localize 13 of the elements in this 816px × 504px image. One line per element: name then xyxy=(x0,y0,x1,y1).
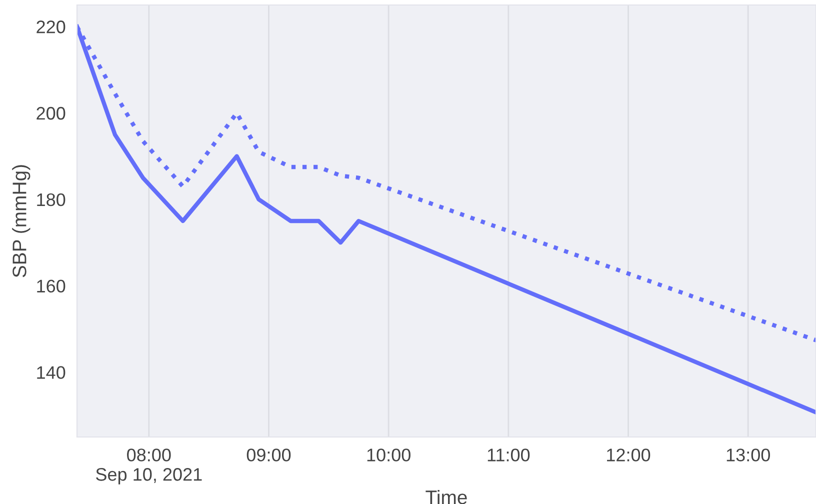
y-tick-label: 220 xyxy=(36,20,66,34)
x-tick-label: 08:00 Sep 10, 2021 xyxy=(96,448,202,484)
y-tick-label: 180 xyxy=(37,193,66,206)
x-tick-label: 10:00 xyxy=(367,448,410,462)
y-tick-label: 160 xyxy=(37,280,66,293)
x-tick-label: 13:00 xyxy=(726,448,770,462)
y-tick-label: 200 xyxy=(36,106,66,120)
x-axis-title: Time xyxy=(426,490,467,504)
x-tick-label: 11:00 xyxy=(488,448,530,462)
y-tick-label: 140 xyxy=(37,366,66,379)
y-axis-title: SBP (mmHg) xyxy=(12,165,30,278)
x-tick-label: 09:00 xyxy=(246,448,291,462)
x-tick-label: 12:00 xyxy=(607,448,650,462)
